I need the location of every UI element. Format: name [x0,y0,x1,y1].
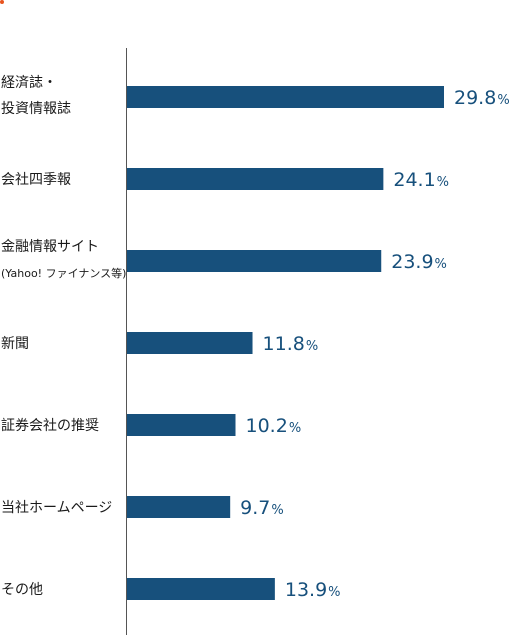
category-label: 新聞 [1,336,29,352]
category-label: (Yahoo! ファイナンス等) [1,266,126,280]
category-label: 当社ホームページ [1,500,112,516]
category-label: 会社四季報 [1,172,71,188]
bar [127,414,236,436]
bar [127,496,231,518]
value-label: 29.8% [454,87,510,109]
value-label: 11.8% [263,333,319,355]
value-label: 10.2% [246,415,302,437]
bar [127,86,444,108]
value-label: 9.7% [240,497,284,519]
value-label: 13.9% [285,579,341,601]
category-label: 投資情報誌 [1,101,71,117]
bar [127,168,384,190]
accent-dot [0,0,4,4]
category-label: 金融情報サイト [1,239,99,255]
value-label: 23.9% [391,251,447,273]
value-label: 24.1% [393,169,449,191]
bar [127,332,253,354]
category-label: 経済誌・ [1,75,57,91]
bar [127,578,275,600]
category-label: その他 [1,582,43,598]
bar [127,250,382,272]
category-label: 証券会社の推奨 [1,418,99,434]
